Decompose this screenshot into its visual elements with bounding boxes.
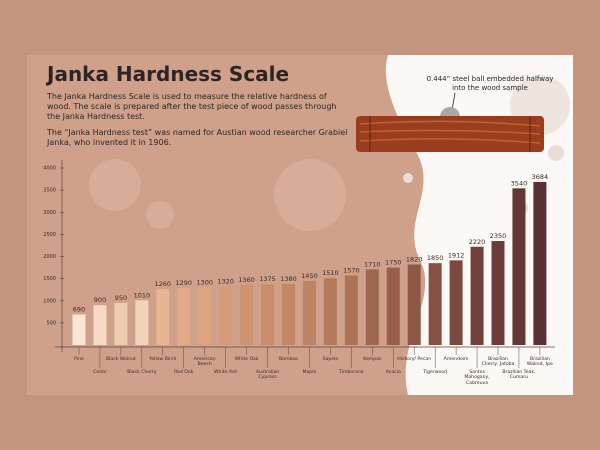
description: The “Janka Hardness test” was named for … <box>47 128 348 147</box>
value-label: 1510 <box>322 269 339 277</box>
x-tick-label: Yellow Birch <box>149 357 177 362</box>
bar <box>470 246 484 345</box>
x-tick-label: Kempas <box>363 357 382 362</box>
value-label: 1260 <box>155 280 172 288</box>
title: Janka Hardness Scale <box>47 62 290 86</box>
bar <box>282 283 295 345</box>
bar <box>386 267 400 345</box>
x-tick-label: Maple <box>302 370 317 375</box>
value-label: 1710 <box>364 260 381 268</box>
bar <box>449 260 463 345</box>
value-label: 2220 <box>469 238 486 246</box>
x-tick-label: Brazilian Cherry, Jatoba <box>481 357 515 368</box>
x-tick-label: Brazilian Walnut, Ipe <box>526 357 553 368</box>
x-tick-label: Tigerwood <box>423 370 448 375</box>
x-tick-label: White Oak <box>234 357 259 362</box>
wood-grain <box>359 120 541 144</box>
value-label: 1380 <box>280 275 297 283</box>
x-tick-label: Santos Mahogany, Cabreuva <box>464 370 490 386</box>
decor <box>274 159 346 231</box>
value-label: 1375 <box>259 275 276 283</box>
value-label: 2350 <box>490 232 507 240</box>
bar <box>93 305 107 345</box>
bar <box>198 287 212 345</box>
value-label: 3540 <box>511 179 528 187</box>
value-label: 1750 <box>385 259 402 267</box>
x-tick-label: Sapele <box>322 357 339 362</box>
y-tick-label: 1500 <box>43 276 56 282</box>
y-tick-label: 3000 <box>43 210 56 216</box>
y-tick-label: 4000 <box>43 166 56 172</box>
bar <box>407 264 421 345</box>
bar <box>219 286 233 345</box>
bar <box>365 269 379 345</box>
y-tick-label: 3500 <box>43 188 56 194</box>
bar <box>240 284 254 345</box>
description: The Janka Hardness Scale is used to meas… <box>47 92 337 121</box>
bar <box>72 314 86 345</box>
value-label: 1290 <box>175 279 192 287</box>
value-label: 1360 <box>238 276 255 284</box>
x-tick-label: Brazilian Teak, Cumaru <box>502 370 536 381</box>
bar <box>302 280 316 345</box>
bar <box>344 275 358 345</box>
value-label: 1820 <box>406 255 423 263</box>
value-label: 950 <box>115 294 127 302</box>
x-tick-label: Timborana <box>339 370 364 375</box>
value-label: 900 <box>94 296 106 304</box>
bar <box>177 287 191 345</box>
value-label: 1300 <box>196 278 213 286</box>
value-label: 1450 <box>301 272 318 280</box>
y-tick-label: 1000 <box>43 298 56 304</box>
bar <box>114 302 128 345</box>
bar <box>135 300 149 345</box>
value-label: 1010 <box>134 291 151 299</box>
value-label: 3684 <box>532 173 549 181</box>
bar <box>491 241 505 345</box>
x-tick-label: American Beech <box>193 357 216 368</box>
x-tick-label: Hickory/ Pecan <box>397 357 432 362</box>
wood-sample <box>356 116 544 152</box>
bar <box>323 278 337 345</box>
y-tick-label: 2500 <box>43 232 56 238</box>
x-tick-label: Australian Cypress <box>255 370 280 381</box>
y-tick-label: 2000 <box>43 254 56 260</box>
value-label: 1320 <box>217 278 234 286</box>
value-label: 690 <box>73 305 85 313</box>
decor <box>403 173 413 183</box>
x-tick-label: Red Oak <box>174 370 194 375</box>
x-tick-label: White Ash <box>214 370 238 375</box>
y-tick-label: 500 <box>46 320 56 326</box>
bar <box>261 284 275 345</box>
annotation: 0.444” steel ball embedded halfway into … <box>426 75 554 92</box>
bar <box>428 263 442 345</box>
x-tick-label: Pine <box>74 357 84 362</box>
bar <box>156 289 170 345</box>
value-label: 1570 <box>343 267 360 275</box>
value-label: 1850 <box>427 254 444 262</box>
decor <box>89 159 141 211</box>
decor <box>548 145 564 161</box>
value-label: 1912 <box>448 251 465 259</box>
annotation-line <box>451 92 456 111</box>
x-tick-label: Bamboo <box>279 357 298 362</box>
x-tick-label: Black Cherry <box>127 370 157 375</box>
x-tick-label: Cedar <box>93 370 107 375</box>
x-tick-label: Amendoim <box>443 357 469 362</box>
bar <box>533 181 547 345</box>
x-tick-label: Black Walnut <box>105 357 136 362</box>
decor <box>146 201 174 229</box>
x-tick-label: Acacia <box>385 370 401 375</box>
bar <box>512 188 526 345</box>
